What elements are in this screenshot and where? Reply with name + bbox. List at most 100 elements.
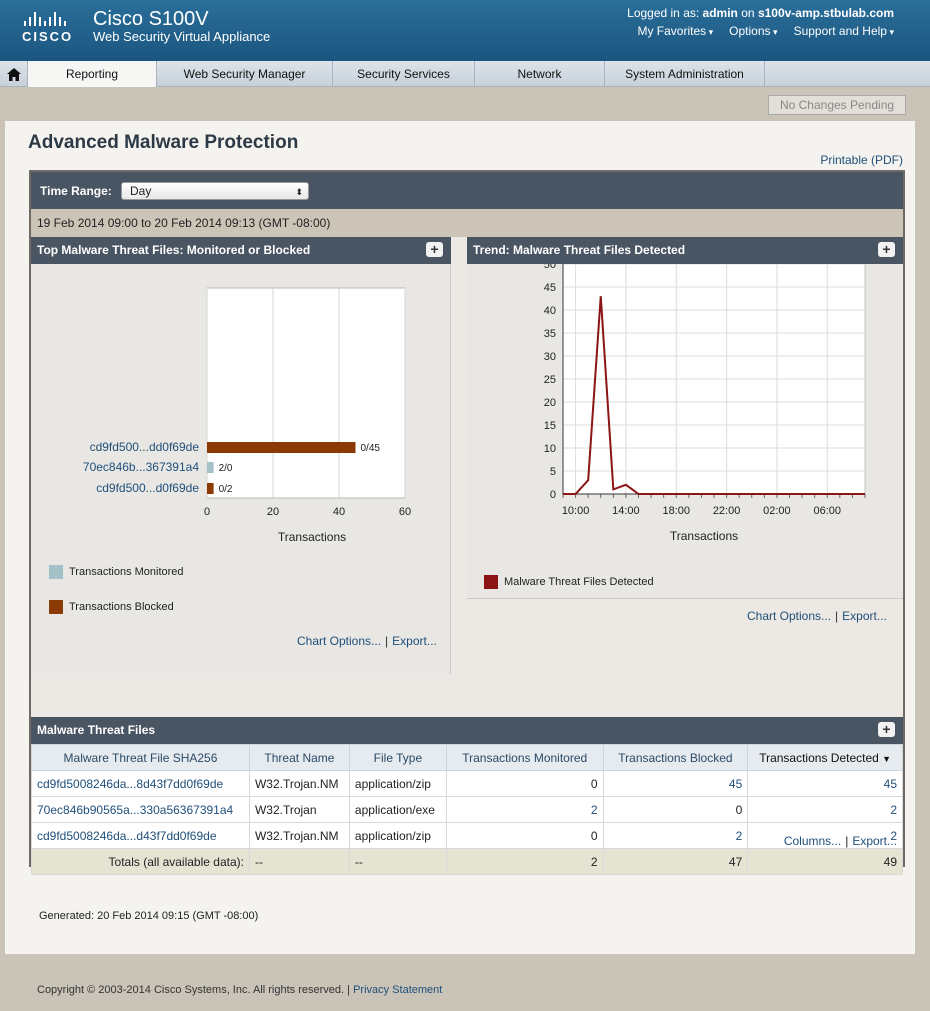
threat-name-cell: W32.Trojan: [248, 796, 350, 823]
table-header-row: Malware Threat File SHA256 Threat Name F…: [31, 744, 903, 771]
no-changes-pending-button[interactable]: No Changes Pending: [768, 95, 906, 115]
sort-desc-icon: ▼: [882, 753, 892, 764]
link-separator: |: [845, 834, 849, 848]
login-on: on: [741, 6, 755, 20]
chart-options-link[interactable]: Chart Options...: [747, 609, 832, 623]
time-range-select[interactable]: Day ⬍: [121, 182, 309, 200]
time-range-bar: Time Range: Day ⬍: [31, 172, 903, 209]
blocked-link[interactable]: 2: [602, 822, 749, 849]
columns-link[interactable]: Columns...: [783, 834, 842, 848]
login-host: s100v-amp.stbulab.com: [757, 6, 894, 20]
monitored-link[interactable]: 2: [445, 796, 604, 823]
chart-options-link[interactable]: Chart Options...: [297, 634, 382, 648]
threat-name-cell: W32.Trojan.NM: [248, 770, 350, 797]
expand-plus-icon[interactable]: +: [426, 242, 443, 257]
table-row: cd9fd5008246da...d43f7dd0f69de W32.Troja…: [31, 822, 903, 849]
export-link[interactable]: Export...: [392, 634, 437, 648]
y-tick-label: 25: [544, 374, 556, 386]
legend-item-monitored: Transactions Monitored: [49, 565, 184, 579]
table-links: Columns... | Export...: [784, 834, 897, 848]
generated-timestamp: Generated: 20 Feb 2014 09:15 (GMT -08:00…: [39, 910, 259, 922]
y-tick-label: 10: [544, 443, 556, 455]
export-link[interactable]: Export...: [852, 834, 897, 848]
trend-line-chart: 0 5 10 15 20 25 30 35 40 45 50 10:00 14:00 18:00 22:00…: [544, 264, 866, 543]
logo-text: CISCO: [22, 29, 74, 44]
bar: [207, 483, 214, 494]
legend-label: Malware Threat Files Detected: [504, 576, 654, 588]
threat-name-cell: W32.Trojan.NM: [248, 822, 350, 849]
support-and-help-menu[interactable]: Support and Help: [794, 24, 894, 38]
detected-link[interactable]: 2: [747, 822, 903, 849]
right-chart-links: Chart Options... | Export...: [747, 609, 887, 623]
y-tick-label: 45: [544, 282, 556, 294]
y-tick-label: 0: [550, 489, 556, 501]
file-type-cell: application/exe: [348, 796, 447, 823]
tab-network[interactable]: Network: [475, 61, 605, 87]
y-tick-label: 50: [544, 264, 556, 271]
printable-pdf-link[interactable]: Printable (PDF): [820, 153, 903, 167]
home-icon: [6, 67, 21, 81]
expand-plus-icon[interactable]: +: [878, 242, 895, 257]
left-panel-header: Top Malware Threat Files: Monitored or B…: [31, 237, 451, 264]
x-axis-label: Transactions: [278, 530, 346, 544]
totals-file-type: --: [348, 848, 447, 875]
malware-threat-files-table: Malware Threat File SHA256 Threat Name F…: [31, 744, 903, 875]
privacy-statement-link[interactable]: Privacy Statement: [353, 984, 443, 996]
sha256-link[interactable]: cd9fd5008246da...8d43f7dd0f69de: [31, 770, 250, 797]
tab-web-security-manager[interactable]: Web Security Manager: [157, 61, 333, 87]
file-type-cell: application/zip: [348, 770, 447, 797]
expand-plus-icon[interactable]: +: [878, 722, 895, 737]
options-menu[interactable]: Options: [729, 24, 777, 38]
table-row: cd9fd5008246da...8d43f7dd0f69de W32.Troj…: [31, 770, 903, 797]
top-threats-bar-chart: 0 20 40 60 Transactions cd9fd500...dd0f69de 0/…: [83, 287, 411, 544]
monitored-cell: 0: [445, 822, 604, 849]
column-header-blocked[interactable]: Transactions Blocked: [602, 744, 749, 771]
x-tick-label: 18:00: [662, 505, 690, 517]
totals-monitored: 2: [445, 848, 604, 875]
x-tick-label: 0: [204, 506, 210, 518]
legend-label: Transactions Monitored: [69, 566, 184, 578]
data-label: 0/45: [361, 443, 381, 454]
column-header-sha256[interactable]: Malware Threat File SHA256: [31, 744, 250, 771]
detected-link[interactable]: 2: [747, 796, 903, 823]
totals-label: Totals (all available data):: [31, 848, 250, 875]
my-favorites-menu[interactable]: My Favorites: [637, 24, 713, 38]
tab-reporting[interactable]: Reporting: [28, 61, 157, 87]
category-label: cd9fd500...d0f69de: [96, 481, 199, 495]
right-panel-body: 0 5 10 15 20 25 30 35 40 45 50 10:00 14:00 18:00 22:00…: [467, 264, 903, 599]
top-links: My Favorites Options Support and Help: [637, 24, 894, 38]
link-separator: |: [385, 634, 389, 648]
date-range: 19 Feb 2014 09:00 to 20 Feb 2014 09:13 (…: [31, 209, 903, 237]
x-tick-label: 20: [267, 506, 279, 518]
select-arrows-icon: ⬍: [295, 187, 303, 197]
blocked-link[interactable]: 45: [602, 770, 749, 797]
left-panel-title: Top Malware Threat Files: Monitored or B…: [37, 243, 311, 257]
column-header-monitored[interactable]: Transactions Monitored: [445, 744, 604, 771]
home-button[interactable]: [0, 61, 28, 87]
totals-row: Totals (all available data): -- -- 2 47 …: [31, 848, 903, 875]
column-header-detected[interactable]: Transactions Detected ▼: [747, 744, 903, 771]
sha256-link[interactable]: 70ec846b90565a...330a56367391a4: [31, 796, 250, 823]
main-nav: Reporting Web Security Manager Security …: [0, 61, 930, 87]
right-panel-title: Trend: Malware Threat Files Detected: [473, 243, 686, 257]
cisco-logo: CISCO: [22, 10, 80, 44]
tab-security-services[interactable]: Security Services: [333, 61, 475, 87]
x-tick-label: 40: [333, 506, 345, 518]
export-link[interactable]: Export...: [842, 609, 887, 623]
legend-item-blocked: Transactions Blocked: [49, 600, 174, 614]
column-header-file-type[interactable]: File Type: [348, 744, 447, 771]
legend-label: Transactions Blocked: [69, 601, 174, 613]
main-content: Advanced Malware Protection Printable (P…: [5, 121, 915, 954]
legend-swatch: [49, 600, 63, 614]
category-label: cd9fd500...dd0f69de: [90, 440, 200, 454]
detected-link[interactable]: 45: [747, 770, 903, 797]
bar: [207, 462, 214, 473]
left-panel-body: 0 20 40 60 Transactions cd9fd500...dd0f69de 0/…: [31, 264, 451, 674]
sha256-link[interactable]: cd9fd5008246da...d43f7dd0f69de: [31, 822, 250, 849]
plot-area: [206, 287, 406, 499]
product-name: Cisco S100V: [93, 8, 209, 30]
column-header-threat-name[interactable]: Threat Name: [248, 744, 350, 771]
x-tick-label: 22:00: [713, 505, 741, 517]
tab-system-administration[interactable]: System Administration: [605, 61, 765, 87]
totals-threat-name: --: [248, 848, 350, 875]
